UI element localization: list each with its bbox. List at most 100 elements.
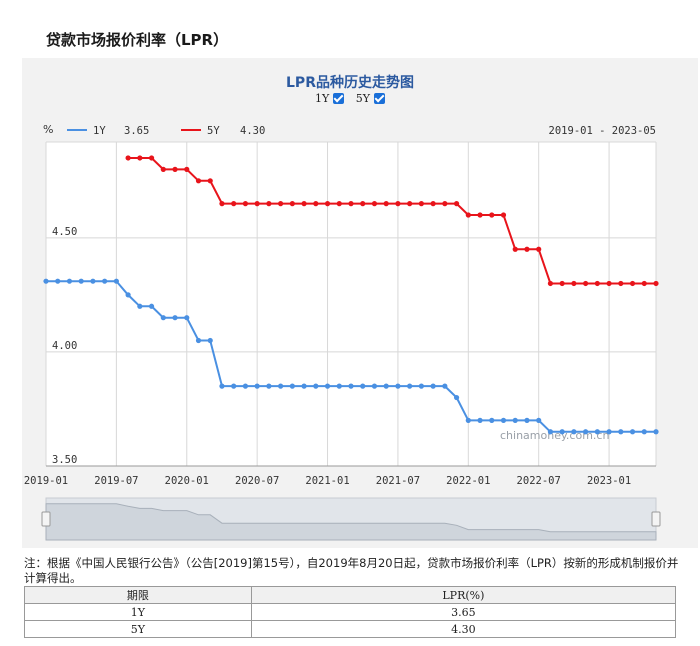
data-point-1y bbox=[571, 429, 577, 435]
navigator-series bbox=[45, 503, 657, 541]
y-tick-label: 3.50 bbox=[52, 454, 77, 466]
cell-term: 5Y bbox=[24, 620, 252, 638]
data-point-5y bbox=[184, 166, 190, 172]
date-range-label: 2019-01 - 2023-05 bbox=[549, 125, 656, 137]
data-point-1y bbox=[489, 417, 495, 423]
data-point-5y bbox=[629, 280, 636, 287]
data-point-1y bbox=[266, 383, 272, 389]
data-point-1y bbox=[442, 383, 448, 389]
data-point-5y bbox=[606, 280, 612, 287]
data-point-5y bbox=[137, 155, 143, 161]
data-point-5y bbox=[348, 201, 354, 207]
data-point-5y bbox=[418, 201, 424, 207]
y-tick-label: 4.50 bbox=[52, 226, 77, 238]
data-point-5y bbox=[594, 280, 600, 287]
series-line-5y bbox=[128, 157, 656, 285]
x-tick-label: 2020-07 bbox=[235, 475, 279, 487]
table-row: 1Y 3.65 bbox=[24, 603, 677, 621]
y-tick-label: 4.00 bbox=[52, 340, 77, 352]
data-point-1y bbox=[641, 429, 647, 435]
data-point-1y bbox=[536, 417, 542, 423]
data-point-1y bbox=[430, 383, 436, 389]
data-point-5y bbox=[371, 201, 378, 207]
header-term: 期限 bbox=[24, 586, 252, 604]
data-point-1y bbox=[301, 383, 307, 389]
data-point-1y bbox=[348, 383, 354, 389]
data-point-1y bbox=[137, 303, 143, 309]
data-point-5y bbox=[324, 201, 331, 207]
data-point-1y bbox=[219, 383, 225, 389]
data-point-5y bbox=[430, 201, 436, 207]
x-tick-label: 2019-07 bbox=[94, 475, 138, 487]
legend-1y-value: 3.65 bbox=[124, 125, 149, 137]
data-point-1y bbox=[43, 278, 49, 284]
x-tick-label: 2022-01 bbox=[446, 475, 490, 487]
x-tick-label: 2023-01 bbox=[587, 475, 631, 487]
data-point-5y bbox=[500, 212, 507, 218]
cell-rate: 3.65 bbox=[250, 603, 677, 621]
checkbox-5y[interactable] bbox=[374, 93, 386, 104]
lpr-table: 期限 LPR(%) 1Y 3.65 5Y 4.30 bbox=[24, 586, 677, 638]
data-point-5y bbox=[536, 246, 542, 252]
x-tick-label: 2022-07 bbox=[517, 475, 561, 487]
data-point-1y bbox=[500, 417, 507, 423]
data-point-5y bbox=[653, 280, 659, 287]
data-point-5y bbox=[219, 201, 225, 207]
data-point-1y bbox=[653, 429, 659, 435]
data-point-1y bbox=[606, 429, 612, 435]
plot-area bbox=[46, 142, 656, 466]
y-unit-label: % bbox=[43, 123, 53, 136]
data-point-5y bbox=[583, 280, 589, 287]
data-point-1y bbox=[289, 383, 295, 389]
data-point-1y bbox=[231, 383, 237, 389]
data-point-5y bbox=[383, 201, 389, 207]
data-point-1y bbox=[395, 383, 401, 389]
data-point-1y bbox=[618, 429, 624, 435]
data-point-1y bbox=[407, 383, 413, 389]
data-point-1y bbox=[383, 383, 389, 389]
data-point-1y bbox=[559, 429, 565, 435]
data-point-1y bbox=[477, 417, 483, 423]
cell-term: 1Y bbox=[24, 603, 252, 621]
x-tick-label: 2019-01 bbox=[24, 475, 68, 487]
table-header-row: 期限 LPR(%) bbox=[24, 586, 677, 604]
data-point-1y bbox=[242, 383, 249, 389]
data-point-5y bbox=[160, 166, 166, 172]
data-point-5y bbox=[313, 201, 319, 207]
x-tick-label: 2020-01 bbox=[165, 475, 209, 487]
navigator-handle-right[interactable] bbox=[651, 511, 661, 527]
data-point-5y bbox=[512, 246, 518, 252]
data-point-5y bbox=[559, 280, 565, 287]
data-point-1y bbox=[418, 383, 424, 389]
legend-1y-name: 1Y bbox=[93, 125, 106, 137]
footnote: 注：根据《中国人民银行公告》（公告[2019]第15号），自2019年8月20日… bbox=[24, 556, 679, 585]
cell-rate: 4.30 bbox=[250, 620, 677, 638]
data-point-1y bbox=[160, 315, 166, 321]
data-point-1y bbox=[55, 278, 61, 284]
data-point-5y bbox=[242, 201, 249, 207]
data-point-1y bbox=[90, 278, 96, 284]
data-point-1y bbox=[207, 337, 213, 344]
checkbox-1y[interactable] bbox=[333, 93, 345, 104]
data-point-1y bbox=[125, 292, 131, 298]
data-point-1y bbox=[184, 315, 190, 321]
data-point-1y bbox=[629, 429, 636, 435]
legend-5y-value: 4.30 bbox=[240, 125, 265, 137]
navigator-handle-left[interactable] bbox=[41, 511, 51, 527]
data-point-5y bbox=[125, 155, 131, 161]
toggle-5y[interactable]: 5Y bbox=[356, 92, 386, 105]
data-point-5y bbox=[641, 280, 647, 287]
x-tick-label: 2021-01 bbox=[305, 475, 349, 487]
data-point-1y bbox=[336, 383, 342, 389]
toggle-1y[interactable]: 1Y bbox=[315, 92, 345, 105]
data-point-1y bbox=[102, 278, 108, 284]
data-point-5y bbox=[477, 212, 483, 218]
data-point-1y bbox=[371, 383, 378, 389]
data-point-5y bbox=[195, 178, 202, 184]
data-point-1y bbox=[278, 383, 284, 389]
data-point-1y bbox=[547, 429, 554, 435]
data-point-5y bbox=[571, 280, 577, 287]
data-point-1y bbox=[195, 337, 202, 344]
data-point-5y bbox=[453, 201, 460, 207]
